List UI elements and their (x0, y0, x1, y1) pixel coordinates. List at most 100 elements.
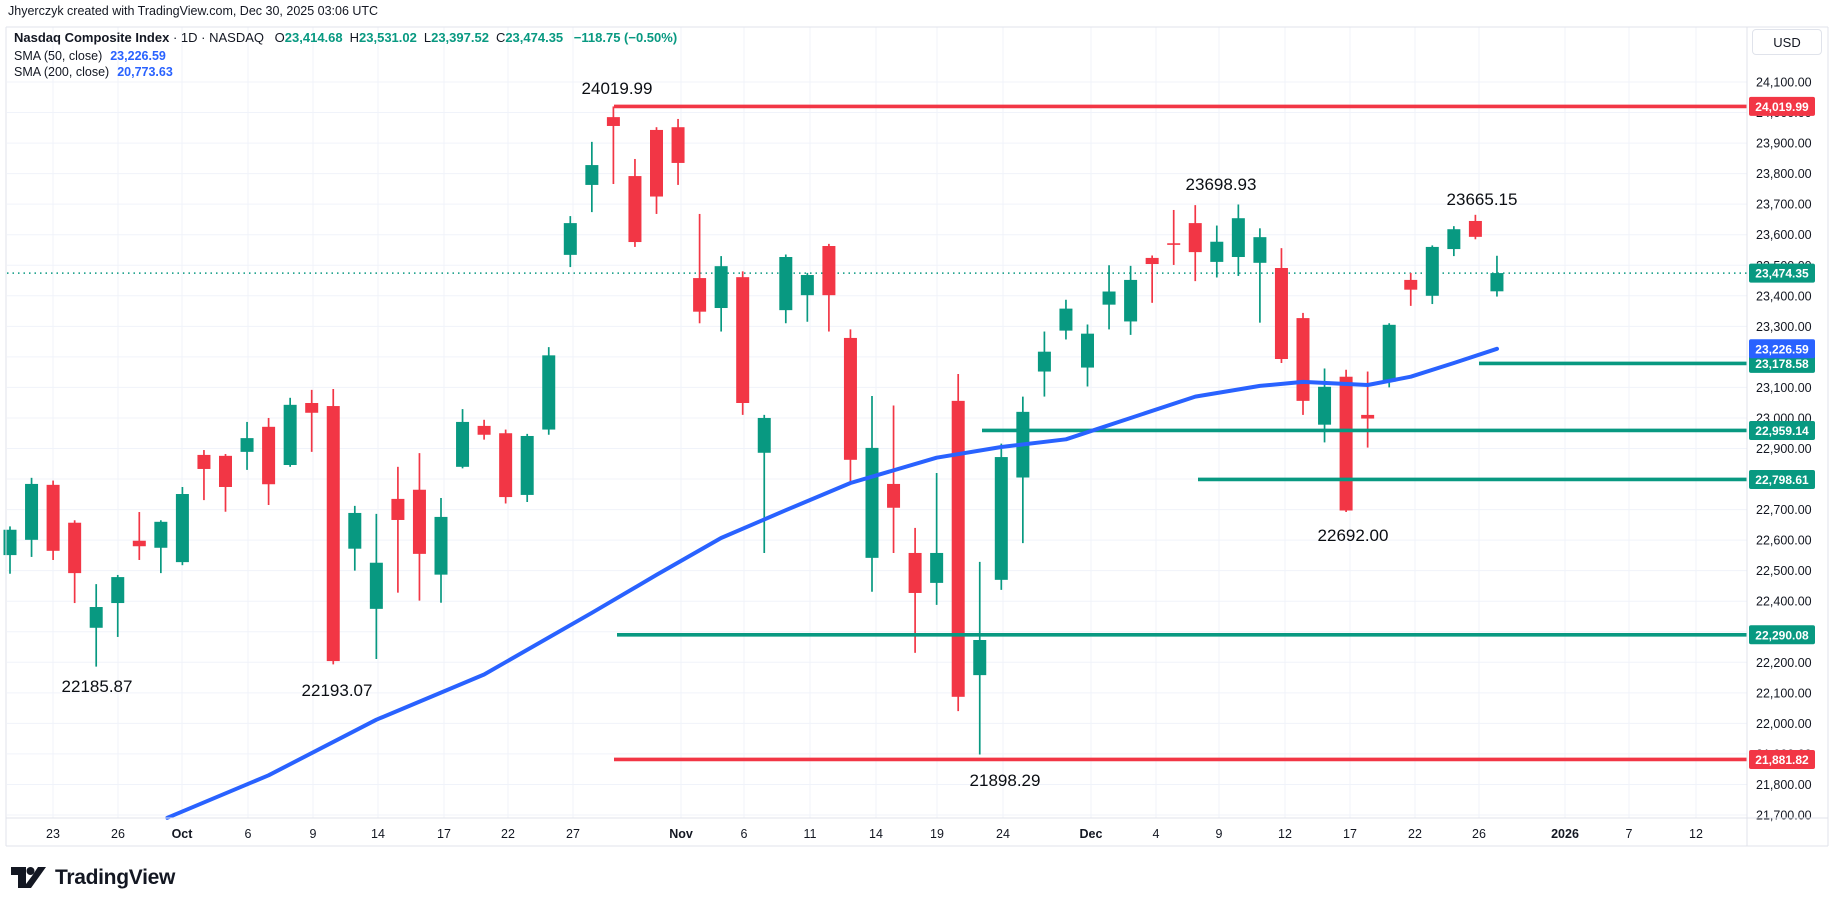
price-axis-label: 22,500.00 (1756, 564, 1812, 578)
price-annotation: 21898.29 (970, 771, 1041, 790)
candle-body (1296, 318, 1310, 401)
attribution-text: Jhyerczyk created with TradingView.com, … (8, 4, 379, 18)
sma50-line (165, 346, 1499, 820)
symbol-interval: 1D (180, 30, 198, 45)
candle-body (1382, 324, 1396, 382)
price-annotation: 23698.93 (1186, 175, 1257, 194)
time-axis-label: 4 (1153, 827, 1160, 841)
candle-body (628, 176, 642, 243)
candle-body (930, 552, 944, 583)
candle-body (369, 562, 383, 609)
indicator-legend: SMA (50, close) 23,226.59 SMA (200, close)… (14, 49, 677, 79)
candle-body (1361, 414, 1375, 419)
time-axis-label: 19 (930, 827, 944, 841)
candle-body (887, 483, 901, 508)
candle-body (1210, 241, 1224, 262)
candle-body (499, 433, 513, 498)
price-axis-label: 23,300.00 (1756, 320, 1812, 334)
price-badge (1749, 749, 1815, 769)
price-axis-label: 22,000.00 (1756, 717, 1812, 731)
time-axis-label: 22 (501, 827, 515, 841)
symbol-exchange: NASDAQ (209, 30, 265, 45)
ohlc-values: O23,414.68 H23,531.02 L23,397.52 C23,474.35 (268, 30, 564, 45)
candle-body (520, 435, 534, 495)
ohlc-value: 23,397.52 (431, 30, 489, 45)
tradingview-logo-icon (11, 867, 46, 888)
candle-body (822, 246, 836, 296)
price-axis-label: 23,700.00 (1756, 198, 1812, 212)
time-axis-label: 9 (1216, 827, 1223, 841)
candle-body (175, 494, 189, 563)
candle-body (434, 516, 448, 575)
price-annotation: 24019.99 (582, 79, 653, 98)
candle-body (585, 165, 599, 185)
price-axis-label: 23,400.00 (1756, 289, 1812, 303)
price-axis-label: 23,600.00 (1756, 228, 1812, 242)
candle-body (412, 489, 426, 554)
currency-selector-button[interactable]: USD (1752, 29, 1822, 55)
candle-body (843, 337, 857, 460)
price-badge-label: 23,226.59 (1755, 342, 1809, 356)
symbol-legend-row[interactable]: Nasdaq Composite Index · 1D · NASDAQ O23… (14, 31, 677, 45)
price-badge (1749, 353, 1815, 373)
candle-body (1490, 273, 1504, 292)
candle-body (326, 406, 340, 662)
price-axis-label: 23,900.00 (1756, 137, 1812, 151)
candle-body (3, 529, 17, 556)
price-badge (1749, 263, 1815, 283)
candle-body (542, 355, 556, 430)
time-axis-label: 17 (437, 827, 451, 841)
candle-body (757, 417, 771, 453)
ohlc-label: L (423, 30, 432, 45)
price-axis-label: 22,400.00 (1756, 595, 1812, 609)
ohlc-label: C (495, 30, 506, 45)
indicator-value: 23,226.59 (110, 49, 166, 63)
candle-body (477, 425, 491, 435)
indicator-value: 20,773.63 (117, 65, 173, 79)
candle-body (800, 275, 814, 296)
candle-body (1124, 279, 1138, 322)
candle-body (391, 498, 405, 520)
price-badge-label: 21,881.82 (1755, 753, 1809, 767)
ohlc-label: H (349, 30, 360, 45)
time-axis-label: 24 (996, 827, 1010, 841)
time-axis-label: 12 (1689, 827, 1703, 841)
indicator-legend-row[interactable]: SMA (200, close) 20,773.63 (14, 65, 677, 79)
price-badge-label: 22,290.08 (1755, 628, 1809, 642)
candle-body (1231, 218, 1245, 258)
candle-body (1059, 308, 1073, 331)
candle-body (973, 640, 987, 676)
price-axis-label: 23,100.00 (1756, 381, 1812, 395)
indicator-legend-row[interactable]: SMA (50, close) 23,226.59 (14, 49, 677, 63)
candle-body (283, 404, 297, 465)
price-axis-label: 21,700.00 (1756, 809, 1812, 823)
ohlc-label: O (274, 30, 285, 45)
candle-body (563, 223, 577, 255)
time-axis-label: Nov (669, 827, 693, 841)
candle-body (240, 438, 254, 452)
price-badge (1749, 339, 1815, 359)
price-axis-label: 21,800.00 (1756, 778, 1812, 792)
time-axis-label: 22 (1408, 827, 1422, 841)
price-badge (1749, 420, 1815, 440)
legend-separator: · (201, 30, 206, 45)
candle-body (111, 577, 125, 604)
time-axis-label: 7 (1626, 827, 1633, 841)
candle-body (779, 257, 793, 311)
candle-body (456, 421, 470, 467)
candle-body (1318, 386, 1332, 425)
candle-body (1188, 223, 1202, 253)
price-annotation: 22193.07 (302, 681, 373, 700)
tradingview-logo[interactable]: TradingView (10, 864, 175, 891)
candle-body (1081, 333, 1094, 368)
candle-body (693, 278, 707, 312)
change-value: −118.75 (−0.50%) (573, 30, 678, 45)
indicator-label: SMA (50, close) (14, 49, 103, 63)
price-axis-label: 23,800.00 (1756, 167, 1812, 181)
price-axis-label: 22,700.00 (1756, 503, 1812, 517)
candle-body (714, 266, 728, 309)
candle-body (1037, 351, 1051, 372)
candle-body (1145, 257, 1159, 265)
candle-body (1274, 268, 1288, 360)
